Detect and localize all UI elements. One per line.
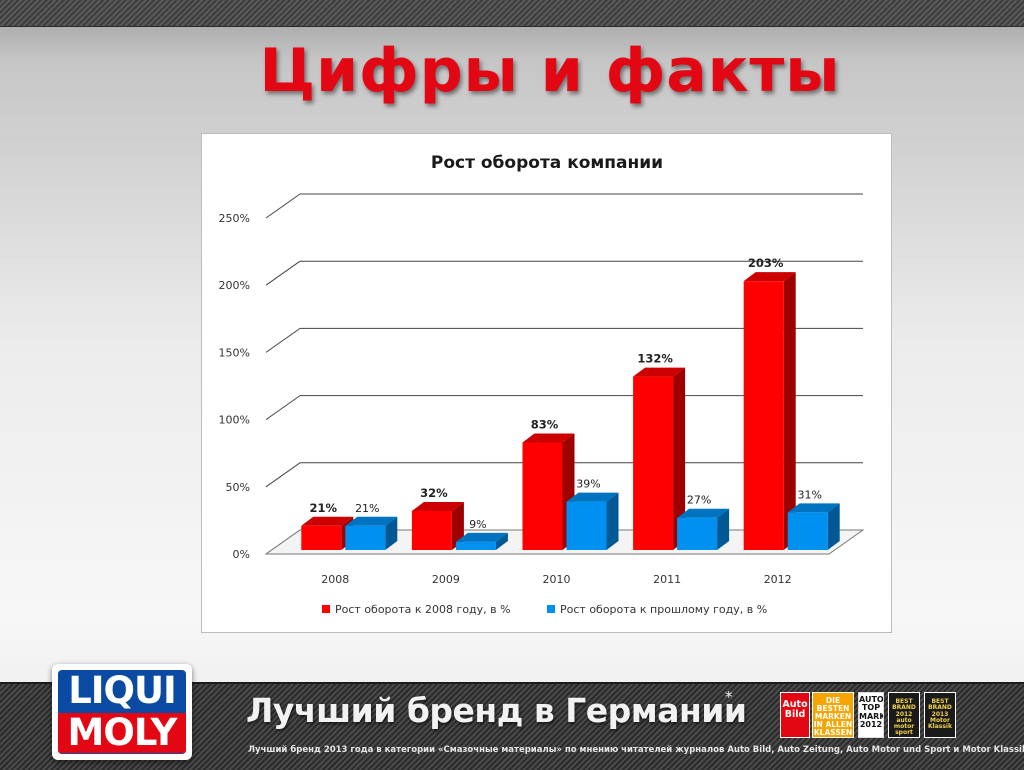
- bar-2008-cumulative-top: [301, 516, 354, 526]
- data-label-2012-yoy: 31%: [797, 488, 821, 501]
- data-label-2011-cumulative: 132%: [637, 352, 673, 366]
- bar-2010-cumulative-top: [522, 433, 575, 443]
- y-tick-label: 250%: [219, 212, 250, 225]
- badge-die-besten-marken: DIE BESTEN MARKEN IN ALLEN KLASSEN: [812, 692, 854, 738]
- bar-2010-cumulative-front: [522, 442, 563, 550]
- bar-2012-yoy-top: [787, 503, 840, 513]
- y-tick-label: 100%: [219, 414, 250, 427]
- grid-diagonal: [265, 395, 301, 421]
- bar-2011-yoy-front: [677, 517, 718, 550]
- data-label-2011-yoy: 27%: [687, 494, 711, 507]
- slide-title: Цифры и факты: [259, 36, 841, 106]
- bar-2008-cumulative-front: [301, 525, 342, 550]
- bar-2008-yoy-front: [345, 525, 386, 550]
- data-label-2012-cumulative: 203%: [748, 256, 784, 270]
- bar-2009-cumulative-top: [411, 501, 464, 511]
- data-label-2010-yoy: 39%: [576, 478, 600, 491]
- grid-diagonal: [265, 193, 301, 219]
- data-label-2009-yoy: 9%: [469, 518, 486, 531]
- slogan: Лучший бренд в Германии: [246, 691, 747, 730]
- grid-diagonal: [265, 260, 301, 286]
- x-tick-label: 2010: [543, 573, 571, 586]
- footnote: Лучший бренд 2013 года в категории «Смаз…: [248, 745, 1024, 755]
- legend-swatch-2: [547, 605, 555, 613]
- bar-2012-cumulative-front: [743, 281, 784, 550]
- bar-2010-yoy-side: [606, 492, 619, 550]
- badge-auto-bild-text: Auto Bild: [782, 699, 808, 720]
- data-label-2008-yoy: 21%: [355, 502, 379, 515]
- badge-die-besten-marken-text: DIE BESTEN MARKEN IN ALLEN KLASSEN: [813, 696, 853, 737]
- logo-line-2: MOLY: [58, 713, 186, 753]
- y-tick-label: 0%: [233, 548, 250, 561]
- x-tick-label: 2011: [653, 573, 681, 586]
- badge-top-marke-text: AUTO TOP MARKE 2012: [859, 695, 884, 730]
- badge-top-marke: AUTO TOP MARKE 2012: [858, 692, 884, 738]
- bar-2008-yoy-top: [345, 516, 398, 526]
- bar-2012-cumulative-top: [743, 272, 796, 282]
- axis-ticks: 0% 50% 100% 150% 200% 250% 2008 2009 2010 2011 201…: [219, 212, 792, 586]
- data-label-2010-cumulative: 83%: [531, 417, 559, 431]
- bar-2009-cumulative-front: [411, 510, 452, 550]
- bar-2010-yoy-top: [566, 492, 619, 502]
- bar-2009-cumulative-side: [451, 501, 464, 550]
- badge-best-brand-2013: BEST BRAND 2013 Motor Klassik: [924, 692, 956, 738]
- bar-2008-yoy-side: [385, 516, 398, 550]
- bar-2011-yoy-side: [717, 508, 730, 550]
- bar-2008-yoy: [345, 516, 398, 550]
- bar-2012-cumulative-side: [783, 272, 796, 550]
- bar-2012-yoy: [787, 503, 840, 550]
- slogan-asterisk: *: [725, 688, 733, 706]
- bar-2012-yoy-front: [787, 512, 828, 550]
- bars: [301, 272, 840, 550]
- legend-label-2: Рост оборота к прошлому году, в %: [560, 603, 767, 616]
- bar-2009-yoy-front: [455, 541, 496, 550]
- top-decorative-strip: [0, 0, 1024, 27]
- x-tick-label: 2012: [764, 573, 792, 586]
- bar-2012-yoy-side: [827, 503, 840, 550]
- bar-2010-yoy-front: [566, 501, 607, 550]
- badge-best-brand-2012-text: BEST BRAND 2012 auto motor sport: [892, 698, 916, 737]
- chart-title: Рост оборота компании: [431, 153, 663, 173]
- bar-2009-yoy-top: [455, 532, 508, 542]
- bar-2011-cumulative: [633, 367, 686, 550]
- bar-2012-cumulative: [743, 272, 796, 550]
- badge-best-brand-2013-text: BEST BRAND 2013 Motor Klassik: [928, 698, 952, 731]
- legend-label-1: Рост оборота к 2008 году, в %: [335, 603, 511, 616]
- grid-diagonal: [265, 327, 301, 353]
- badge-auto-bild: Auto Bild: [780, 692, 810, 738]
- x-tick-label: 2008: [321, 573, 349, 586]
- y-tick-label: 200%: [219, 279, 250, 292]
- bar-2011-yoy-top: [677, 508, 730, 518]
- logo-line-1: LIQUI: [68, 670, 177, 712]
- grid-diagonal: [265, 462, 301, 488]
- data-labels: 21% 21% 32% 9% 83% 39% 132% 27% 203% 31%: [310, 256, 822, 531]
- legend-swatch-1: [322, 605, 330, 613]
- bar-2011-cumulative-side: [673, 367, 686, 550]
- badge-best-brand-2012: BEST BRAND 2012 auto motor sport: [888, 692, 920, 738]
- bar-2011-yoy: [677, 508, 730, 550]
- data-label-2009-cumulative: 32%: [420, 486, 448, 500]
- bar-chart: Рост оборота компании 0% 50% 100% 150% 200% 2…: [219, 153, 865, 616]
- legend: Рост оборота к 2008 году, в % Рост оборот…: [322, 603, 767, 616]
- bar-2009-yoy: [455, 532, 508, 550]
- x-tick-label: 2009: [432, 573, 460, 586]
- bar-2011-cumulative-top: [633, 367, 686, 377]
- bar-2010-yoy: [566, 492, 619, 550]
- bar-2009-yoy-side: [495, 532, 508, 550]
- y-tick-label: 50%: [226, 481, 250, 494]
- data-label-2008-cumulative: 21%: [310, 501, 338, 515]
- bar-2008-cumulative: [301, 516, 354, 550]
- liqui-moly-logo: LIQUI MOLY: [52, 664, 192, 760]
- chart-panel: Рост оборота компании 0% 50% 100% 150% 200% 2…: [201, 133, 892, 633]
- logo-plate: LIQUI MOLY: [58, 670, 186, 754]
- bar-2009-cumulative: [411, 501, 464, 550]
- y-tick-label: 150%: [219, 346, 250, 359]
- bar-2011-cumulative-front: [633, 376, 674, 550]
